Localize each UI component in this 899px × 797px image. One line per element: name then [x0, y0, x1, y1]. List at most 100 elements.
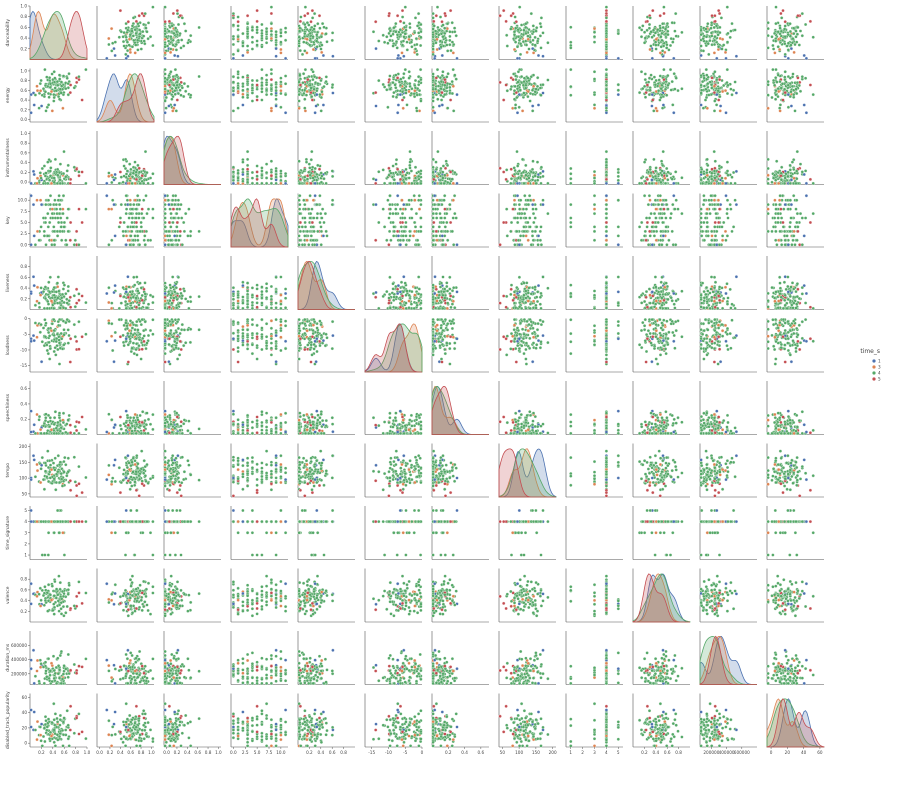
scatter-point	[771, 96, 774, 99]
scatter-point	[443, 84, 446, 87]
scatter-point	[605, 107, 608, 110]
scatter-point	[410, 170, 413, 173]
scatter-point	[167, 203, 170, 206]
scatter-point	[69, 239, 72, 242]
scatter-point	[713, 51, 716, 54]
cell-energy-vs-time_signature	[566, 68, 623, 122]
scatter-point	[401, 221, 404, 224]
scatter-point	[388, 12, 391, 15]
scatter-point	[514, 169, 517, 172]
scatter-point	[180, 217, 183, 220]
scatter-point	[54, 158, 57, 161]
scatter-point	[403, 96, 406, 99]
scatter-point	[729, 30, 732, 33]
scatter-point	[784, 25, 787, 28]
scatter-point	[377, 221, 380, 224]
scatter-point	[120, 30, 123, 33]
scatter-point	[502, 221, 505, 224]
scatter-point	[734, 29, 737, 32]
scatter-point	[651, 182, 654, 185]
scatter-point	[527, 239, 530, 242]
scatter-point	[396, 33, 399, 36]
scatter-point	[246, 51, 249, 54]
scatter-point	[304, 68, 307, 71]
scatter-point	[270, 107, 273, 110]
scatter-point	[320, 217, 323, 220]
scatter-point	[666, 178, 669, 181]
scatter-point	[644, 96, 647, 99]
scatter-point	[303, 23, 306, 26]
scatter-point	[33, 173, 36, 176]
scatter-point	[452, 68, 455, 71]
scatter-point	[310, 20, 313, 23]
scatter-point	[84, 68, 87, 71]
scatter-point	[151, 208, 154, 211]
scatter-point	[542, 199, 545, 202]
scatter-point	[509, 230, 512, 233]
scatter-point	[523, 80, 526, 83]
scatter-point	[437, 173, 440, 176]
scatter-point	[518, 6, 521, 9]
scatter-point	[40, 177, 43, 180]
scatter-point	[118, 225, 121, 228]
scatter-point	[140, 48, 143, 51]
scatter-point	[605, 68, 608, 71]
scatter-point	[113, 178, 116, 181]
scatter-point	[680, 31, 683, 34]
scatter-point	[516, 57, 519, 60]
scatter-point	[663, 12, 666, 15]
scatter-point	[164, 30, 167, 33]
scatter-point	[241, 161, 244, 164]
scatter-point	[650, 171, 653, 174]
scatter-point	[53, 239, 56, 242]
scatter-point	[593, 170, 596, 173]
scatter-point	[175, 87, 178, 90]
scatter-point	[660, 84, 663, 87]
scatter-point	[396, 194, 399, 197]
scatter-point	[671, 41, 674, 44]
scatter-point	[651, 57, 654, 60]
cell-energy-vs-tempo	[499, 68, 556, 122]
scatter-point	[403, 181, 406, 184]
scatter-point	[275, 170, 278, 173]
scatter-point	[320, 48, 323, 51]
scatter-point	[45, 243, 48, 246]
scatter-point	[710, 83, 713, 86]
scatter-point	[375, 203, 378, 206]
scatter-point	[322, 234, 325, 237]
scatter-point	[306, 178, 309, 181]
scatter-point	[710, 178, 713, 181]
scatter-point	[419, 182, 422, 185]
scatter-point	[523, 212, 526, 215]
scatter-point	[399, 171, 402, 174]
scatter-point	[419, 230, 422, 233]
scatter-point	[315, 40, 318, 43]
scatter-point	[298, 171, 301, 174]
scatter-point	[605, 16, 608, 19]
scatter-point	[246, 28, 249, 31]
scatter-point	[665, 94, 668, 97]
scatter-point	[320, 109, 323, 112]
scatter-point	[795, 30, 798, 33]
scatter-point	[413, 221, 416, 224]
cell-danceability-vs-loudness	[365, 6, 422, 60]
scatter-point	[779, 103, 782, 106]
scatter-point	[522, 234, 525, 237]
scatter-point	[306, 38, 309, 41]
scatter-point	[125, 36, 128, 39]
scatter-point	[605, 57, 608, 60]
scatter-point	[311, 16, 314, 19]
scatter-point	[386, 42, 389, 45]
scatter-point	[795, 177, 798, 180]
scatter-point	[396, 14, 399, 17]
scatter-point	[168, 20, 171, 23]
scatter-point	[645, 182, 648, 185]
scatter-point	[401, 199, 404, 202]
scatter-point	[164, 239, 167, 242]
scatter-point	[665, 80, 668, 83]
scatter-point	[164, 68, 167, 71]
scatter-point	[569, 68, 572, 71]
scatter-point	[664, 28, 667, 31]
scatter-point	[646, 84, 649, 87]
scatter-point	[441, 171, 444, 174]
